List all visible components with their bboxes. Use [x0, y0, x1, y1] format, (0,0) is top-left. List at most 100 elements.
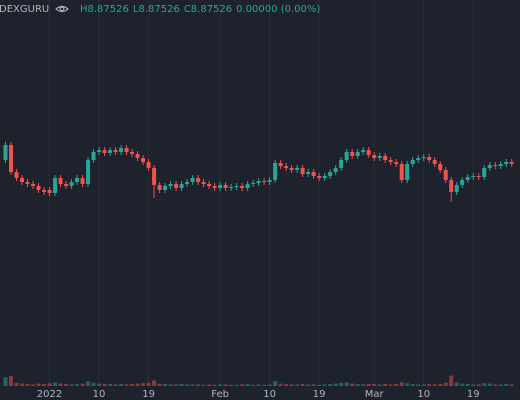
candle-body — [273, 163, 278, 180]
candle-body — [36, 186, 41, 190]
ohlc-item: C8.87526 — [184, 4, 232, 15]
eye-icon[interactable] — [55, 5, 69, 13]
candle-body — [207, 184, 212, 186]
volume-bar — [328, 384, 333, 386]
candle-body — [405, 164, 410, 180]
candle-body — [256, 181, 261, 183]
volume-bar — [394, 384, 399, 386]
volume-bar — [25, 384, 30, 386]
candle-body — [383, 156, 388, 160]
volume-bar — [113, 384, 118, 386]
volume-bar — [377, 384, 382, 386]
candle-body — [42, 190, 47, 192]
volume-bar — [487, 383, 492, 386]
candle-body — [504, 162, 509, 164]
volume-bar — [58, 383, 63, 386]
x-tick-label: 2022 — [37, 389, 62, 400]
candle-body — [146, 162, 151, 168]
volume-bar — [361, 384, 366, 386]
candle-body — [421, 157, 426, 158]
candle-body — [53, 178, 58, 193]
volume-bar — [300, 384, 305, 386]
volume-bar — [9, 376, 14, 386]
volume-bar — [168, 384, 173, 386]
volume-bar — [399, 382, 404, 386]
legend-header: DEXGURU H8.87526 L8.87526 C8.87526 0.00000 … — [0, 4, 320, 15]
candle-body — [454, 185, 459, 192]
volume-bar — [20, 383, 25, 386]
x-tick-label: 19 — [313, 389, 326, 400]
candle-body — [157, 185, 162, 190]
candle-body — [432, 160, 437, 164]
volume-bar — [124, 384, 129, 386]
candle-body — [119, 148, 124, 152]
candle-body — [394, 162, 399, 164]
symbol: DEXGURU — [0, 4, 49, 15]
candle-body — [185, 182, 190, 184]
volume-bar — [454, 382, 459, 386]
x-tick-label: Feb — [211, 389, 229, 400]
volume-bar — [284, 384, 289, 386]
candle-body — [487, 165, 492, 168]
candle-body — [361, 150, 366, 152]
volume-bar — [465, 384, 470, 386]
candle-body — [278, 163, 283, 166]
candle-body — [443, 170, 448, 180]
candle-body — [311, 172, 316, 176]
volume-bar — [119, 384, 124, 386]
volume-bar — [421, 384, 426, 386]
candle-body — [163, 186, 168, 190]
candle-body — [350, 152, 355, 156]
volume-bar — [372, 384, 377, 386]
volume-bar — [471, 384, 476, 386]
volume-bar — [366, 384, 371, 386]
candle-body — [69, 182, 74, 186]
candle-body — [124, 148, 129, 152]
candle-body — [218, 185, 223, 188]
candle-body — [234, 186, 239, 187]
volume-bar — [240, 384, 245, 386]
candle-body — [168, 184, 173, 186]
candle-body — [141, 158, 146, 162]
volume-bar — [339, 382, 344, 386]
volume-bar — [108, 384, 113, 386]
volume-bar — [509, 384, 514, 386]
ohlc-item: H8.87526 — [80, 4, 129, 15]
candle-body — [201, 182, 206, 184]
change: 0.00000 (0.00%) — [236, 4, 320, 15]
candle-body — [135, 154, 140, 158]
candle-body — [410, 160, 415, 164]
volume-bar — [141, 383, 146, 386]
volume-bar — [185, 384, 190, 386]
volume-bar — [64, 384, 69, 386]
candle-body — [284, 166, 289, 168]
volume-bar — [333, 383, 338, 386]
volume-bar — [311, 384, 316, 386]
volume-bar — [152, 380, 157, 386]
candle-body — [509, 162, 514, 164]
volume-bar — [476, 384, 481, 386]
volume-bar — [245, 384, 250, 386]
candle-body — [179, 184, 184, 188]
volume-bar — [36, 383, 41, 386]
candle-body — [317, 176, 322, 178]
candle-body — [240, 186, 245, 188]
volume-bar — [460, 383, 465, 386]
candle-body — [64, 184, 69, 186]
candle-body — [212, 186, 217, 188]
volume-bar — [295, 384, 300, 386]
candle-body — [427, 157, 432, 160]
volume-bar — [102, 384, 107, 386]
volume-bar — [449, 375, 454, 386]
x-tick-label: Mar — [365, 389, 385, 400]
candle-body — [355, 152, 360, 156]
volume-bar — [14, 382, 19, 386]
volume-bar — [47, 383, 52, 386]
candle-body — [229, 187, 234, 188]
candle-body — [113, 150, 118, 152]
volume-bar — [322, 384, 327, 386]
candle-body — [388, 160, 393, 162]
candle-body — [108, 150, 113, 153]
volume-bar — [130, 384, 135, 386]
